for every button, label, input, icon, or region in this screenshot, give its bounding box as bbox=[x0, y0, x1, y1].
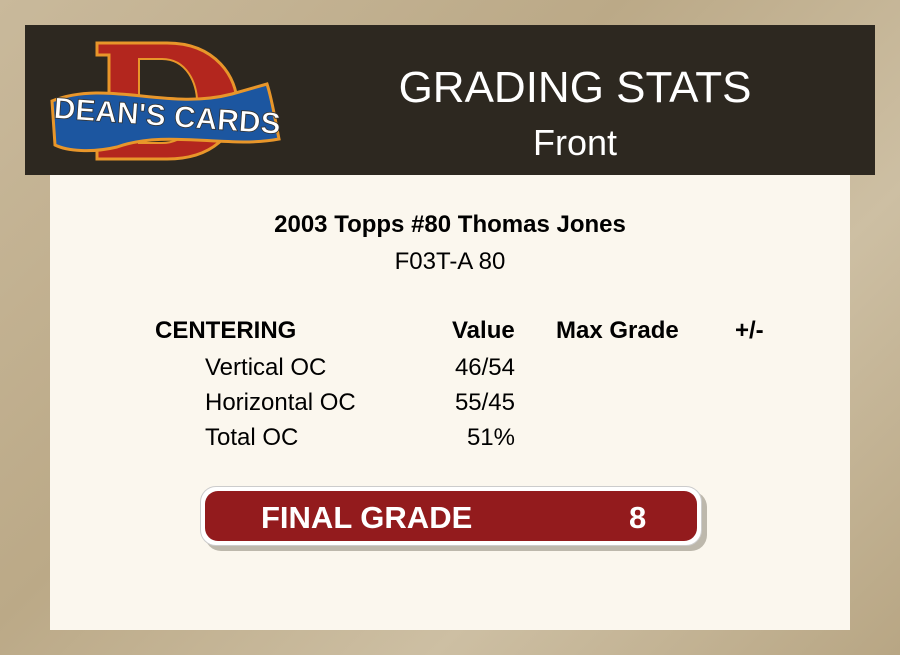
row-value: 46/54 bbox=[454, 354, 515, 381]
stats-panel: 2003 Topps #80 Thomas Jones F03T-A 80 CE… bbox=[50, 175, 850, 630]
row-value: 55/45 bbox=[454, 389, 515, 416]
final-grade-label: FINAL GRADE bbox=[261, 500, 473, 535]
deans-cards-logo: DEAN'S CARDS bbox=[50, 41, 282, 161]
page-title: GRADING STATS bbox=[398, 63, 752, 112]
section-heading: CENTERING bbox=[155, 317, 297, 344]
column-header-max-grade: Max Grade bbox=[556, 317, 679, 344]
row-label: Vertical OC bbox=[205, 354, 327, 381]
column-header-value: Value bbox=[452, 317, 515, 344]
row-value: 51% bbox=[466, 424, 515, 451]
header: DEAN'S CARDS GRADING STATS Front bbox=[25, 25, 875, 175]
final-grade-badge: FINAL GRADE 8 bbox=[200, 486, 702, 546]
card-name: 2003 Topps #80 Thomas Jones bbox=[274, 211, 626, 238]
column-header-plus-minus: +/- bbox=[735, 317, 764, 344]
card-code: F03T-A 80 bbox=[394, 248, 506, 275]
row-label: Horizontal OC bbox=[205, 389, 356, 416]
page-subtitle: Front bbox=[532, 122, 618, 163]
final-grade-value: 8 bbox=[629, 500, 647, 535]
row-label: Total OC bbox=[205, 424, 299, 451]
